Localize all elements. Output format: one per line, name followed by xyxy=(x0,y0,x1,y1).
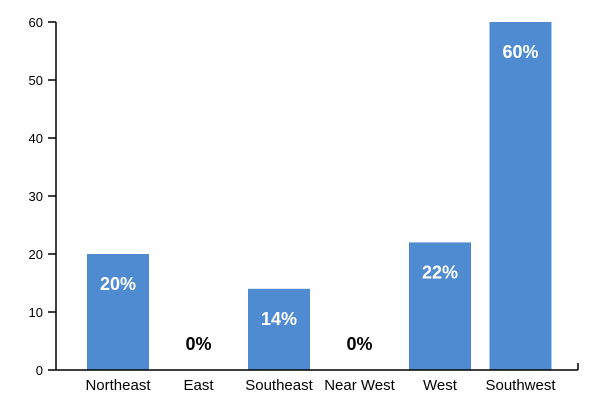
y-tick-label: 10 xyxy=(29,305,43,320)
bar-data-label: 20% xyxy=(100,274,136,294)
x-category-label: Northeast xyxy=(85,377,151,394)
bar-data-label: 22% xyxy=(422,262,458,282)
y-tick-label: 40 xyxy=(29,131,43,146)
x-category-label: Southwest xyxy=(485,377,556,394)
bar-southwest xyxy=(489,22,552,370)
bar-data-label: 60% xyxy=(502,42,538,62)
bar-data-label: 0% xyxy=(185,334,211,354)
bar-west xyxy=(409,242,471,370)
x-category-label: East xyxy=(183,377,214,394)
x-category-label: Near West xyxy=(324,377,395,394)
y-tick-label: 60 xyxy=(29,15,43,30)
y-tick-label: 30 xyxy=(29,189,43,204)
x-category-label: Southeast xyxy=(245,377,313,394)
bar-southeast xyxy=(248,288,310,370)
x-axis: Northeast East Southeast Near West West South… xyxy=(56,363,579,394)
bar-data-labels: 20% 0% 14% 0% 22% 60% xyxy=(100,42,539,354)
x-category-label: West xyxy=(423,377,458,394)
bars xyxy=(87,22,552,370)
bar-data-label: 0% xyxy=(346,334,372,354)
bar-data-label: 14% xyxy=(261,309,297,329)
y-tick-label: 50 xyxy=(29,73,43,88)
y-tick-label: 20 xyxy=(29,247,43,262)
bar-northeast xyxy=(87,254,149,370)
y-tick-label: 0 xyxy=(36,363,43,378)
y-axis: 0 10 20 30 40 50 60 xyxy=(29,15,57,378)
